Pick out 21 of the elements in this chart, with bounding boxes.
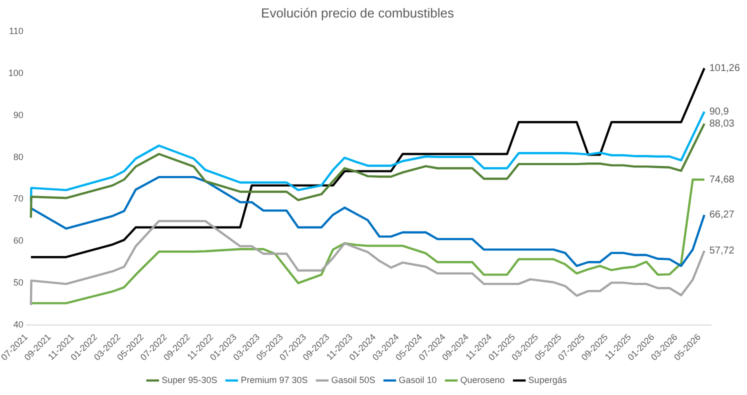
data-label: 90,9 [709,106,730,118]
y-tick-label: 60 [13,236,24,246]
y-tick-label: 70 [13,194,24,204]
data-label: 74,68 [709,174,735,186]
legend-label: Gasoil 50S [331,374,376,385]
data-label: 66,27 [709,210,735,221]
y-tick-label: 50 [13,278,24,288]
y-tick-label: 40 [13,319,24,330]
data-label: 88,03 [709,118,735,130]
data-label: 57,72 [709,245,735,256]
data-label: 101,26 [709,62,740,74]
legend-label: Premium 97 30S [240,374,308,385]
legend-label: Queroseno [460,374,505,385]
y-tick-label: 90 [13,110,24,120]
y-tick-label: 100 [8,68,24,78]
legend-label: Super 95-30S [162,374,218,385]
legend-label: Supergás [528,374,568,385]
y-tick-label: 80 [13,152,24,162]
chart-title: Evolución precio de combustibles [261,5,454,20]
legend-label: Gasoil 10 [398,374,437,385]
y-tick-label: 110 [8,26,24,36]
